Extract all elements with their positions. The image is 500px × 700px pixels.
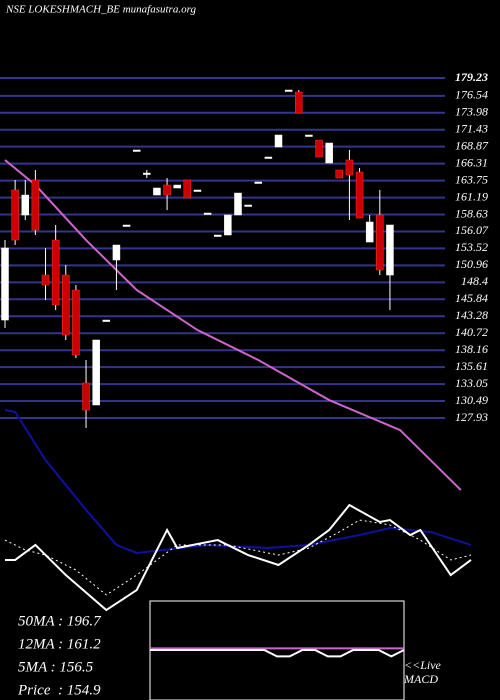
candle-body xyxy=(213,234,222,237)
candle-body xyxy=(193,189,202,192)
candle-body xyxy=(244,204,252,207)
indicator-line xyxy=(4,519,472,596)
y-tick-label: 158.63 xyxy=(455,206,488,220)
y-tick-label: 161.19 xyxy=(455,189,488,203)
candle-body xyxy=(72,289,80,356)
legend-text: Price : 154.9 xyxy=(17,682,101,698)
legend-text: 5MA : 156.5 xyxy=(18,659,94,675)
y-tick-label: 168.87 xyxy=(455,138,489,152)
indicator-line xyxy=(4,409,472,554)
candle-body xyxy=(305,134,313,137)
candle-body xyxy=(295,91,303,114)
y-tick-label: 179.23 xyxy=(455,70,488,84)
candle-body xyxy=(345,159,354,176)
moving-average-line xyxy=(4,159,462,491)
y-tick-label: 156.07 xyxy=(455,223,489,237)
y-tick-label: 138.16 xyxy=(455,342,488,356)
y-tick-label: 145.84 xyxy=(455,291,488,305)
candle-body xyxy=(51,239,60,306)
candle-body xyxy=(11,189,19,241)
candle-body xyxy=(112,244,121,261)
chart-title: NSE LOKESHMACH_BE munafasutra.org xyxy=(5,4,196,16)
candle-body xyxy=(153,187,161,196)
candle-body xyxy=(163,184,171,196)
candle-body xyxy=(41,274,50,286)
candle-body xyxy=(224,214,232,236)
indicator-line xyxy=(5,503,472,612)
candle-body xyxy=(365,221,374,243)
macd-label: <<Live xyxy=(404,658,442,672)
y-tick-label: 135.61 xyxy=(455,359,488,373)
candle-body xyxy=(325,142,333,164)
y-tick-label: 127.93 xyxy=(455,410,488,424)
candle-body xyxy=(234,192,242,216)
candle-body xyxy=(173,184,181,189)
candle-body xyxy=(1,247,9,321)
candle-body xyxy=(264,156,273,159)
candle-body xyxy=(92,339,100,406)
y-tick-label: 143.28 xyxy=(455,308,488,322)
legend-text: 50MA : 196.7 xyxy=(18,613,102,629)
candle-body xyxy=(122,224,131,227)
macd-label: MACD xyxy=(403,672,438,686)
candle-body xyxy=(203,212,212,215)
y-tick-label: 163.75 xyxy=(455,172,488,186)
y-tick-label: 148.4 xyxy=(461,274,488,288)
candle-body xyxy=(284,89,293,92)
y-tick-label: 171.43 xyxy=(455,121,488,135)
candle-body xyxy=(21,194,30,216)
candle-body xyxy=(132,149,141,152)
y-tick-label: 133.05 xyxy=(455,376,488,390)
y-tick-label: 166.31 xyxy=(455,155,488,169)
candle-body xyxy=(102,319,111,322)
legend-text: 12MA : 161.2 xyxy=(18,636,101,652)
y-tick-label: 176.54 xyxy=(455,88,488,102)
y-tick-label: 150.96 xyxy=(455,257,488,271)
y-tick-label: 173.98 xyxy=(455,105,488,119)
y-tick-label: 153.52 xyxy=(455,240,488,254)
candle-body xyxy=(274,134,283,148)
candle-body xyxy=(82,382,90,411)
candle-body xyxy=(143,172,151,175)
candle-body xyxy=(254,181,262,184)
candle-body xyxy=(315,139,323,158)
candle-body xyxy=(376,214,384,271)
candle-body xyxy=(183,179,192,199)
y-tick-label: 140.72 xyxy=(455,325,488,339)
candle-body xyxy=(335,169,344,179)
y-tick-label: 130.49 xyxy=(455,393,488,407)
candle-body xyxy=(31,179,40,231)
candle-body xyxy=(355,171,364,219)
candle-body xyxy=(386,224,394,276)
candle-body xyxy=(62,274,70,336)
macd-line xyxy=(150,649,405,658)
